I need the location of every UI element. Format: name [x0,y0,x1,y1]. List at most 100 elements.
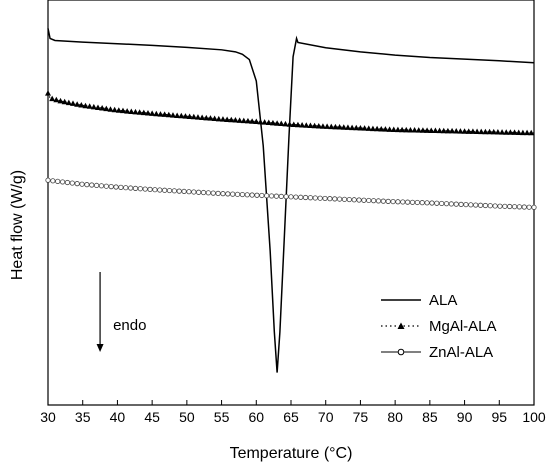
series-marker-triangle [49,95,56,102]
series-marker-triangle [507,129,514,135]
series-marker-circle [302,194,309,201]
series-marker-triangle [328,123,335,130]
series-marker-triangle [486,128,493,135]
series-marker-triangle [340,124,347,130]
series-marker-triangle [45,90,51,96]
legend-label: MgAl-ALA [429,318,497,335]
series-marker-triangle [99,105,106,111]
series-marker-triangle [215,115,222,122]
series-marker-triangle [469,128,476,134]
x-tick-label: 85 [422,409,438,425]
series-marker-circle [230,191,236,197]
x-tick-label: 95 [491,409,507,425]
series-marker-circle [210,190,216,196]
series-marker-triangle [394,126,401,133]
series-marker-triangle [349,124,356,131]
series-marker-circle [215,190,221,196]
series-marker-circle [94,182,100,189]
series-marker-triangle [424,127,431,133]
series-marker-circle [132,185,139,191]
series-marker-triangle [461,128,468,134]
series-marker-triangle [490,128,497,135]
series-marker-circle [244,192,250,198]
series-marker-triangle [353,124,360,131]
series-marker-triangle [465,128,472,134]
series-marker-circle [74,181,80,187]
series-marker-triangle [161,111,168,117]
series-marker-triangle [324,123,331,129]
x-tick-label: 50 [179,409,195,425]
series-marker-triangle [274,120,281,126]
series-marker-circle [200,189,207,196]
series-marker-triangle [228,116,235,123]
series-marker-circle [103,183,109,189]
series-marker-triangle [403,126,410,133]
series-marker-triangle [128,108,135,114]
series-marker-triangle [511,129,518,135]
series-marker-triangle [428,127,435,133]
series-marker-circle [434,200,440,206]
series-marker-triangle [169,112,176,118]
series-marker-circle [278,193,284,199]
series-marker-triangle [453,128,460,134]
endo-label: endo [113,317,146,334]
series-marker-circle [239,191,245,198]
series-marker-circle [516,204,523,210]
series-marker-triangle [65,99,72,106]
series-marker-circle [351,197,357,203]
x-axis-title: Temperature (°C) [230,445,353,462]
legend-item: ALA [381,292,457,309]
legend-label: ALA [429,292,457,309]
series-marker-circle [254,192,260,198]
series-marker-circle [511,204,518,210]
series-marker-triangle [503,129,510,135]
series-marker-triangle [211,115,218,122]
series-marker-triangle [94,104,101,110]
series-marker-circle [327,196,333,202]
series-marker-circle [482,202,488,209]
series-layer [45,28,537,373]
series-marker-circle [69,180,75,186]
series-marker-triangle [186,113,193,119]
series-marker-triangle [311,122,318,129]
x-tick-label: 60 [248,409,264,425]
series-marker-triangle [457,128,464,134]
series-marker-circle [497,203,503,209]
series-marker-triangle [415,127,422,133]
series-marker-triangle [278,120,285,127]
series-marker-triangle [286,121,293,127]
series-marker-circle [463,201,469,208]
series-marker-triangle [474,128,481,135]
series-marker-circle [186,189,192,195]
series-marker-triangle [419,127,426,133]
series-marker-circle [293,194,299,200]
series-marker-circle [205,190,211,196]
series-marker-triangle [307,122,314,128]
series-marker-triangle [69,100,76,106]
series-marker-triangle [203,114,210,121]
series-marker-circle [283,194,289,200]
series-marker-triangle [103,105,110,112]
series-marker-triangle [299,121,306,128]
endo-annotation: endo [96,272,146,352]
series-marker-triangle [219,116,226,122]
series-marker-circle [521,204,527,210]
series-marker-triangle [261,119,268,125]
annotations: endo [96,272,146,352]
series-marker-circle [395,199,401,205]
series-marker-triangle [236,117,243,123]
series-marker-triangle [265,119,272,126]
series-marker-triangle [382,126,389,132]
legend-item: MgAl-ALA [381,318,497,335]
series-marker-circle [176,188,182,194]
series-marker-circle [273,193,280,199]
series-marker-triangle [319,123,326,129]
series-marker-triangle [524,129,531,136]
series-marker-circle [196,189,202,195]
series-line-ala [47,28,535,373]
series-marker-triangle [119,107,126,114]
series-marker-circle [400,199,406,205]
series-marker-circle [341,196,348,202]
series-ala-group [47,28,535,373]
series-marker-triangle [199,114,206,120]
